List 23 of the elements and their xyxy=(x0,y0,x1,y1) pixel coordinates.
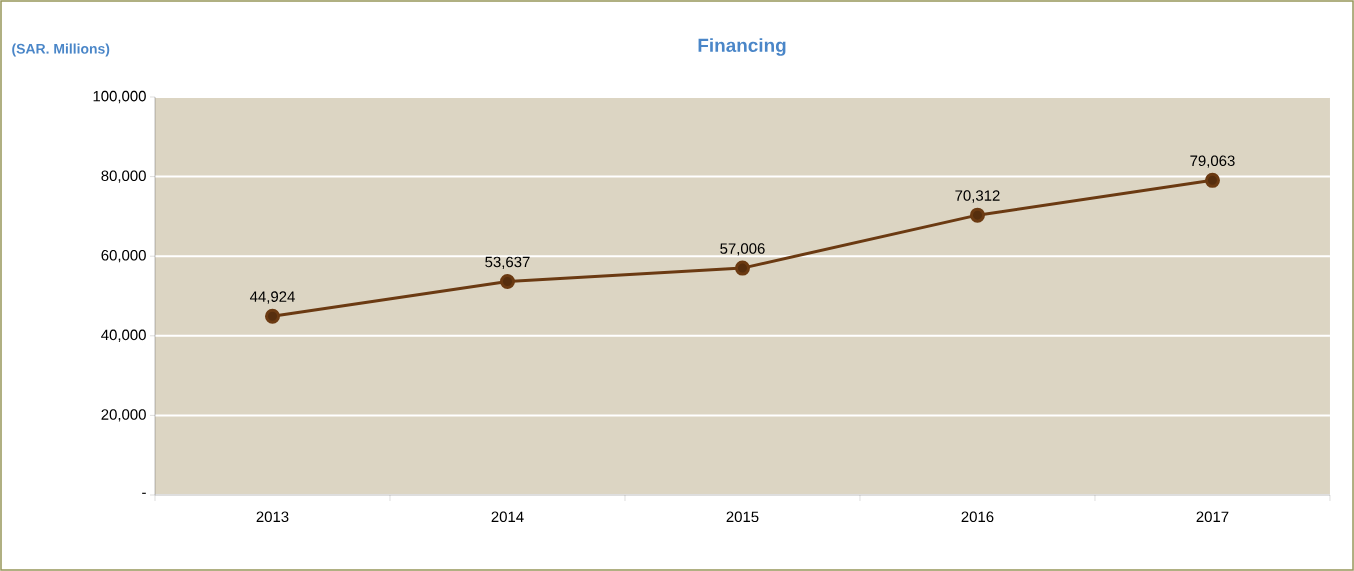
x-tick-label: 2014 xyxy=(491,511,524,523)
data-label: 79,063 xyxy=(1190,155,1235,168)
data-label: 53,637 xyxy=(485,256,530,269)
y-tick-label: 60,000 xyxy=(101,250,146,263)
y-tick-label: 20,000 xyxy=(101,409,146,422)
x-tick-label: 2013 xyxy=(256,511,289,523)
data-label: 57,006 xyxy=(720,243,765,256)
x-tick-label: 2016 xyxy=(961,511,994,523)
x-tick-label: 2017 xyxy=(1196,511,1229,523)
chart-title: Financing xyxy=(698,38,786,56)
y-tick-label: 40,000 xyxy=(101,329,146,342)
y-tick-label: 80,000 xyxy=(101,170,146,183)
point xyxy=(734,260,750,276)
point xyxy=(1204,172,1220,188)
x-tick-label: 2015 xyxy=(726,511,759,523)
y-tick-label: - xyxy=(142,492,146,494)
point xyxy=(969,207,985,223)
y-tick-label: 100,000 xyxy=(93,90,146,104)
point xyxy=(499,274,515,290)
point xyxy=(265,308,280,324)
y-axis-title: (SAR. Millions) xyxy=(12,43,110,57)
data-label: 70,312 xyxy=(955,190,1000,203)
data-label: 44,924 xyxy=(249,291,295,304)
